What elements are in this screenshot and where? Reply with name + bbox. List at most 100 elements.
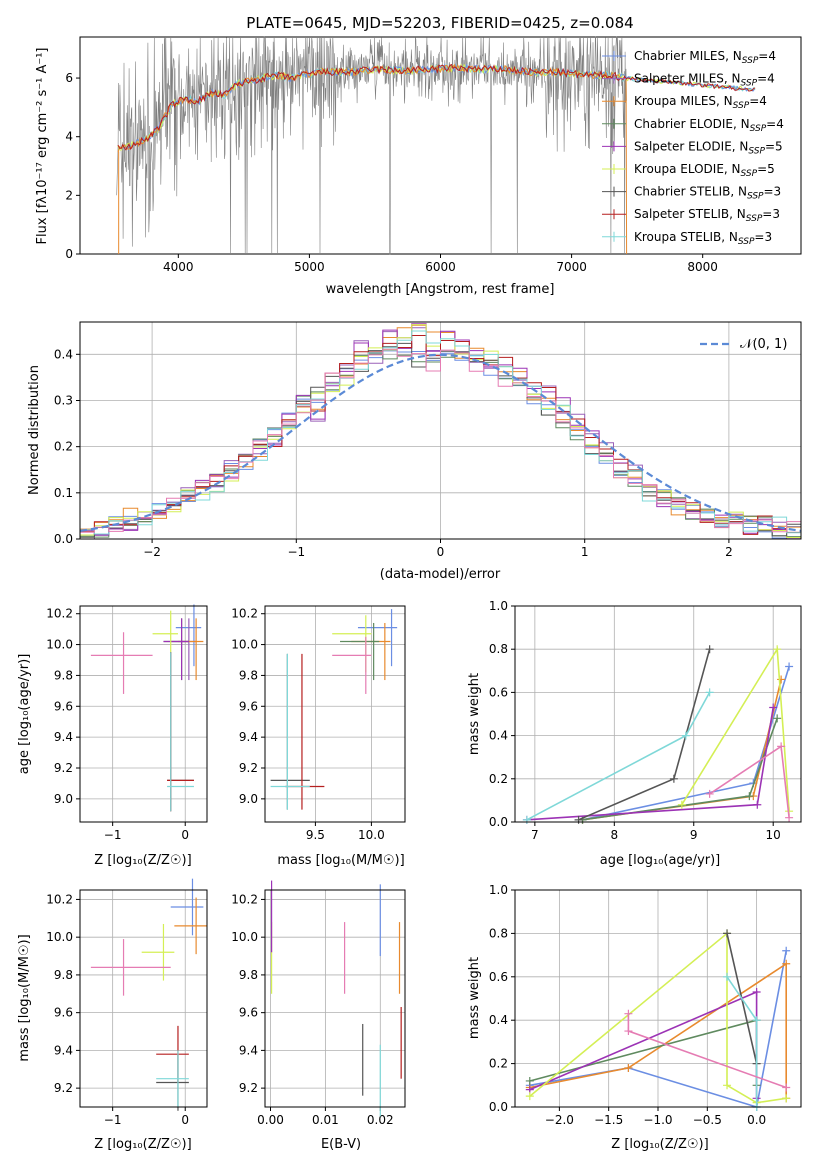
ytick-label: 0.2: [489, 1057, 508, 1071]
legend-sub: SSP: [750, 124, 767, 134]
massweight-point: [777, 675, 786, 684]
massweight-point: [681, 731, 690, 740]
legend-text: Chabrier MILES, N: [634, 49, 742, 63]
legend-suffix: =4: [766, 117, 784, 131]
legend-sub: SSP: [748, 146, 765, 156]
massweight-point: [782, 959, 791, 968]
ytick-label: 9.8: [54, 668, 73, 682]
ytick-label: 0.6: [489, 685, 508, 699]
massweight-point: [777, 742, 786, 751]
massweight-point: [745, 792, 754, 801]
legend-suffix: =4: [757, 72, 775, 86]
legend-sub: SSP: [741, 79, 758, 89]
massweight-point: [624, 1063, 633, 1072]
model-spectrum-sSTELIB: [117, 63, 756, 151]
ytick-label: 9.6: [239, 1006, 258, 1020]
massweight-point: [522, 815, 531, 824]
ytick-label: 10.2: [46, 607, 73, 621]
xtick-label: 8000: [687, 260, 718, 274]
massweight-point: [677, 800, 686, 809]
ytick-label: 9.6: [54, 699, 73, 713]
massweight-line: [529, 950, 787, 1109]
xtick-label: 4000: [163, 260, 194, 274]
ytick-label: 10.0: [46, 638, 73, 652]
legend-label: Kroupa MILES, NSSP=4: [634, 94, 767, 111]
ytick-label: 4: [65, 130, 73, 144]
massweight-line: [526, 707, 774, 821]
model-spectrum-kMILES: [117, 63, 628, 255]
xtick-label: 0: [181, 828, 189, 842]
residual-histogram-series: [79, 348, 801, 539]
xtick-label: 7: [531, 828, 539, 842]
normal-curve: [79, 353, 802, 532]
massweight-point: [705, 688, 714, 697]
ytick-label: 0.4: [489, 729, 508, 743]
xtick-label: 9.5: [306, 828, 325, 842]
figure-title: PLATE=0645, MJD=52203, FIBERID=0425, z=0…: [246, 14, 633, 32]
legend-text: Salpeter MILES, N: [634, 72, 741, 86]
legend-text: Kroupa ELODIE, N: [634, 162, 741, 176]
legend-suffix: =3: [762, 207, 780, 221]
axes-frame: [79, 321, 802, 540]
axes-frame: [264, 605, 406, 823]
massweight-point: [753, 800, 762, 809]
massweight-vs-metallicity-panel: −2.0 −1.5 −1.0 −0.5 0.0 0.0 0.2 0.4 0.6 0.8 1.0: [489, 883, 802, 1127]
axes-frame: [79, 889, 208, 1108]
legend-label: Chabrier MILES, NSSP=4: [634, 49, 776, 66]
xtick-label: 6000: [425, 260, 456, 274]
legend-label: Chabrier STELIB, NSSP=3: [634, 185, 781, 202]
ytick-label: 9.0: [54, 792, 73, 806]
ytick-label: 9.4: [54, 1043, 73, 1057]
ytick-label: 9.8: [54, 968, 73, 982]
ytick-label: 9.8: [239, 668, 258, 682]
legend-sub: SSP: [741, 169, 758, 179]
massweight-vs-age-panel: 7 8 9 10 0.0 0.2 0.4 0.6 0.8 1.0: [489, 599, 802, 842]
massweight-point: [574, 815, 583, 824]
massweight-point: [705, 789, 714, 798]
ytick-label: 10.0: [231, 638, 258, 652]
xtick-label: −1.5: [594, 1113, 623, 1127]
legend-suffix: =3: [754, 230, 772, 244]
massweight-point: [705, 645, 714, 654]
model-spectrum-kSTELIB: [117, 63, 756, 151]
xtick-label: −1.0: [643, 1113, 672, 1127]
massweight-point: [785, 813, 794, 822]
legend-suffix: =5: [765, 139, 783, 153]
massweight-point: [624, 1009, 633, 1018]
xtick-label: 0: [181, 1113, 189, 1127]
spectrum-panel: 4000 5000 6000 7000 8000 0 2 4 6 Chabrier MILES, …: [65, 36, 802, 274]
massweight-point: [752, 1016, 761, 1025]
spectrum-ylabel: Flux [fλ10⁻¹⁷ erg cm⁻² s⁻¹ A⁻¹]: [35, 48, 50, 245]
xtick-label: 9: [690, 828, 698, 842]
xtick-label: −1: [287, 545, 305, 559]
ytick-label: 1.0: [489, 599, 508, 613]
legend-text: Kroupa MILES, N: [634, 94, 733, 108]
mwz-xlabel: Z [log₁₀(Z/Z☉)]: [611, 1137, 708, 1152]
ytick-label: 0.2: [489, 772, 508, 786]
ytick-label: 6: [65, 71, 73, 85]
axes-frame: [514, 605, 802, 823]
xtick-label: −0.5: [693, 1113, 722, 1127]
axes-frame: [514, 889, 802, 1108]
legend-text: Chabrier STELIB, N: [634, 185, 747, 199]
mwz-ylabel: mass weight: [467, 957, 482, 1039]
ytick-label: 9.8: [239, 968, 258, 982]
xtick-label: −2: [143, 545, 161, 559]
legend-text: Kroupa STELIB, N: [634, 230, 738, 244]
massweight-point: [769, 703, 778, 712]
legend-text: Salpeter STELIB, N: [634, 207, 746, 221]
legend-suffix: =4: [758, 49, 776, 63]
age-vs-mass-panel: 9.5 10.0 9.0 9.2 9.4 9.6 9.8 10.0 10.2: [231, 605, 406, 842]
legend-text: Chabrier ELODIE, N: [634, 117, 750, 131]
data-spectrum-line: [116, 36, 627, 255]
ytick-label: 10.2: [231, 892, 258, 906]
ytick-label: 0.8: [489, 926, 508, 940]
axes-frame: [264, 889, 406, 1108]
massweight-point: [525, 1092, 534, 1101]
xtick-label: 7000: [556, 260, 587, 274]
ytick-label: 2: [65, 188, 73, 202]
ytick-label: 9.4: [239, 1043, 258, 1057]
ytick-label: 0.0: [489, 815, 508, 829]
normal-legend-label: 𝒩(0, 1): [740, 337, 787, 352]
